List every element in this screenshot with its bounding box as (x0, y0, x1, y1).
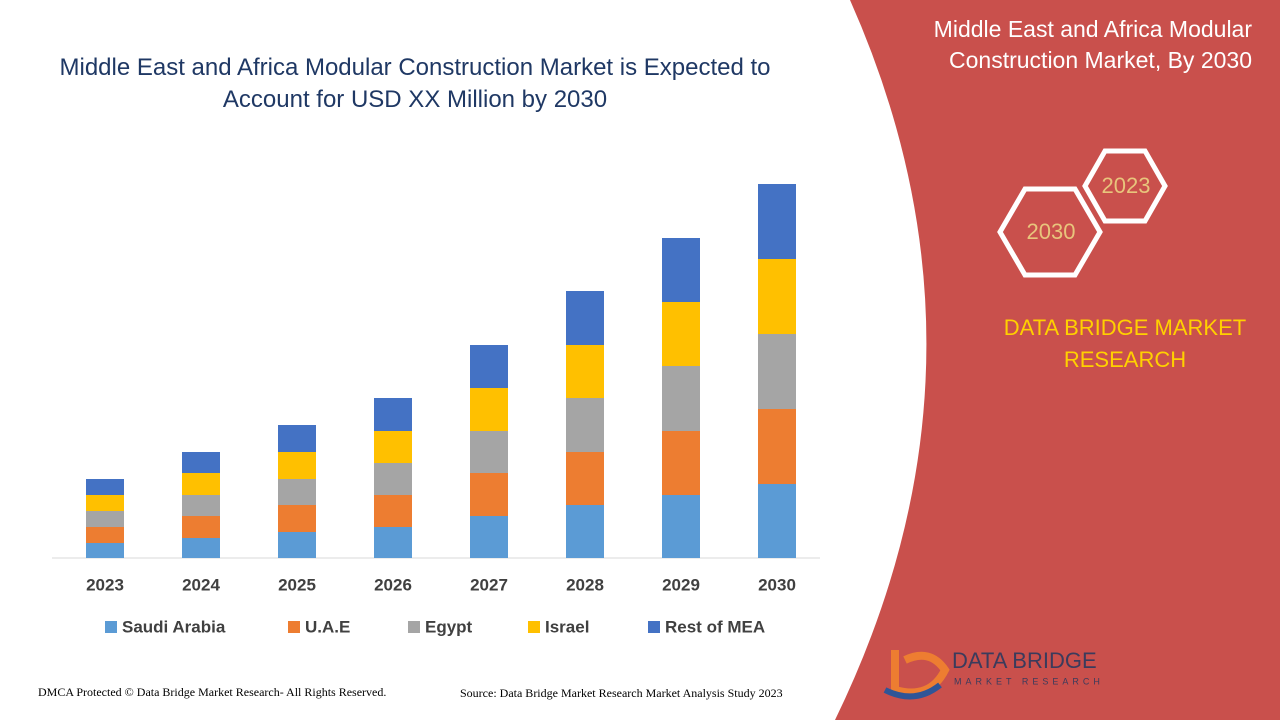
side-title: Middle East and Africa Modular Construct… (933, 16, 1252, 73)
copyright: DMCA Protected © Data Bridge Market Rese… (38, 685, 386, 699)
bar-segment (758, 484, 796, 558)
hexagon (997, 186, 1103, 278)
bar-segment (566, 398, 604, 452)
bar-segment (374, 431, 412, 463)
bar-segment (86, 495, 124, 511)
legend-swatch (648, 621, 660, 633)
bar-segment (374, 398, 412, 431)
bar-segment (662, 238, 700, 302)
logo-sub: MARKET RESEARCH (954, 676, 1104, 686)
bar-segment (86, 479, 124, 495)
legend-swatch (528, 621, 540, 633)
hex-label: 2030 (1027, 219, 1076, 244)
hex-label: 2023 (1102, 173, 1151, 198)
bar-segment (470, 516, 508, 558)
bar-segment (470, 388, 508, 431)
bar-segment (662, 302, 700, 366)
x-tick-label: 2028 (566, 575, 604, 594)
x-tick-label: 2025 (278, 575, 316, 594)
legend-label: Israel (545, 617, 589, 636)
bar-segment (566, 345, 604, 398)
bar-segment (662, 431, 700, 495)
bar-segment (278, 479, 316, 505)
legend-label: Saudi Arabia (122, 617, 226, 636)
legend-label: U.A.E (305, 617, 350, 636)
x-tick-label: 2027 (470, 575, 508, 594)
legend-label: Rest of MEA (665, 617, 765, 636)
logo-mark (883, 682, 942, 700)
x-tick-label: 2030 (758, 575, 796, 594)
bar-segment (278, 425, 316, 452)
bar-segment (278, 452, 316, 479)
bar-segment (566, 452, 604, 505)
legend-label: Egypt (425, 617, 473, 636)
legend-swatch (408, 621, 420, 633)
x-tick-label: 2026 (374, 575, 412, 594)
bar-segment (278, 532, 316, 558)
bar-segment (662, 366, 700, 431)
bar-segment (182, 495, 220, 516)
bar-segment (374, 463, 412, 495)
bar-segment (758, 259, 796, 334)
hexagon (1082, 148, 1168, 224)
bar-segment (182, 538, 220, 558)
bar-segment (86, 511, 124, 527)
x-tick-label: 2024 (182, 575, 220, 594)
bar-segment (758, 184, 796, 259)
bar-segment (278, 505, 316, 532)
bar-segment (182, 516, 220, 538)
bar-segment (374, 495, 412, 527)
logo-name: DATA BRIDGE (952, 648, 1097, 673)
x-tick-label: 2023 (86, 575, 124, 594)
legend-swatch (105, 621, 117, 633)
bar-segment (566, 505, 604, 558)
bar-segment (182, 473, 220, 495)
bar-segment (470, 473, 508, 516)
bar-segment (758, 409, 796, 484)
bar-segment (470, 345, 508, 388)
bar-segment (86, 543, 124, 558)
x-tick-label: 2029 (662, 575, 700, 594)
bar-segment (566, 291, 604, 345)
bar-segment (182, 452, 220, 473)
bar-segment (662, 495, 700, 558)
bar-segment (374, 527, 412, 558)
side-panel-bg (835, 0, 1280, 720)
logo-mark (891, 650, 950, 697)
chart-title: Middle East and Africa Modular Construct… (59, 54, 771, 113)
legend-swatch (288, 621, 300, 633)
bar-segment (758, 334, 796, 409)
brand: DATA BRIDGE MARKET RESEARCH (1003, 315, 1247, 372)
source: Source: Data Bridge Market Research Mark… (460, 686, 783, 700)
bar-segment (86, 527, 124, 543)
bar-segment (470, 431, 508, 473)
